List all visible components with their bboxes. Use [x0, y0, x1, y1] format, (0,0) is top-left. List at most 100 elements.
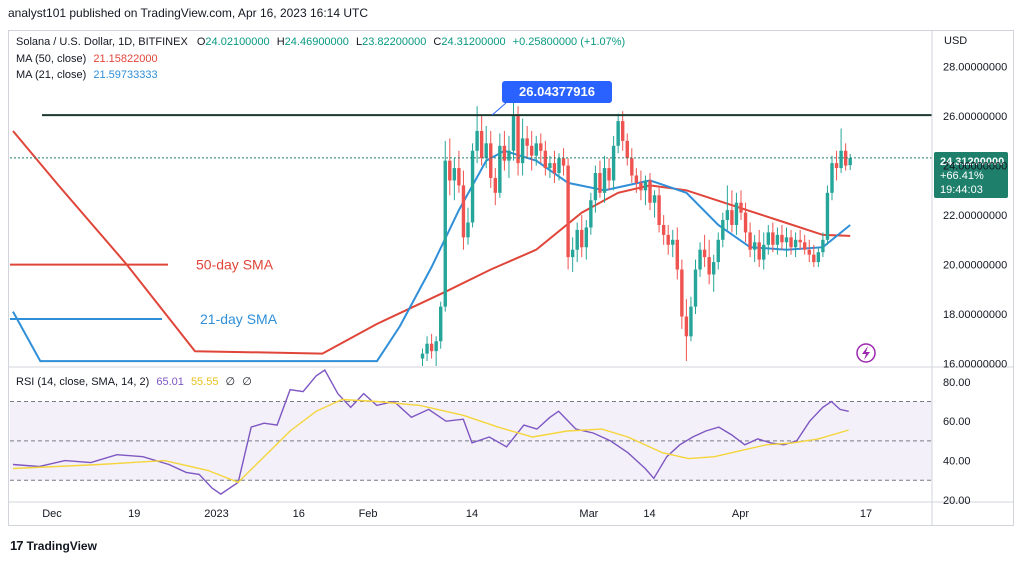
- candle-body: [520, 138, 525, 164]
- candle-body: [657, 195, 661, 225]
- time-tick-label: 14: [466, 508, 478, 520]
- candle-body: [843, 150, 848, 166]
- candle-body: [425, 343, 429, 354]
- tradingview-logo[interactable]: 17 TradingView: [10, 538, 97, 553]
- candle-body: [707, 257, 711, 275]
- candle-body: [420, 353, 425, 359]
- low-label: L: [355, 36, 363, 48]
- rsi-legend: RSI (14, close, SMA, 14, 2) 65.01 55.55 …: [16, 375, 252, 388]
- time-tick-label: 17: [860, 508, 872, 520]
- annotation-layer: 26.04377916 50-day SMA 21-day SMA 24.312000…: [10, 81, 1008, 363]
- candle-body: [702, 249, 707, 258]
- candle-body: [698, 249, 702, 270]
- time-tick-label: 19: [128, 508, 140, 520]
- price-tick-label: 22.00000000: [943, 210, 1007, 222]
- symbol-legend: Solana / U.S. Dollar, 1D, BITFINEX O24.0…: [16, 36, 625, 48]
- ma50-value: 21.15822000: [93, 53, 158, 65]
- ma50-legend: MA (50, close) 21.15822000: [16, 53, 158, 65]
- candle-body: [848, 157, 852, 166]
- time-tick-label: Feb: [359, 508, 378, 520]
- candle-body: [730, 210, 734, 225]
- candle-body: [548, 163, 552, 169]
- price-tick-label: 18.00000000: [943, 309, 1007, 321]
- candle-body: [771, 232, 775, 245]
- candle-body: [825, 192, 830, 240]
- candle-body: [429, 343, 434, 352]
- close-value: 24.31200000: [441, 36, 506, 48]
- callout-text: 26.04377916: [519, 84, 595, 99]
- candle-body: [793, 239, 798, 248]
- candle-body: [798, 239, 802, 243]
- candle-body: [475, 130, 479, 151]
- sma50-text: 50-day SMA: [196, 257, 274, 273]
- currency-label: USD: [944, 35, 967, 47]
- candle-body: [443, 160, 447, 307]
- price-tick-label: 16.00000000: [943, 359, 1007, 371]
- candle-body: [625, 140, 629, 159]
- high-value: 24.46900000: [284, 36, 349, 48]
- time-tick-label: Apr: [732, 508, 749, 520]
- candle-body: [561, 158, 566, 166]
- candle-body: [584, 227, 588, 248]
- ma50-label: MA (50, close): [16, 53, 87, 65]
- candle-body: [757, 242, 761, 260]
- rsi-extra-1: ∅: [225, 376, 236, 388]
- rsi-tick-label: 40.00: [943, 456, 971, 468]
- candle-body: [816, 252, 821, 263]
- candle-body: [661, 224, 666, 235]
- candle-body: [530, 145, 534, 156]
- rsi-label: RSI (14, close, SMA, 14, 2): [16, 376, 150, 388]
- price-tick-label: 26.00000000: [943, 111, 1007, 123]
- candle-body: [821, 239, 825, 253]
- candle-body: [479, 130, 484, 159]
- open-label: O: [196, 36, 206, 48]
- rsi-sma-line: [12, 398, 849, 484]
- candle-body: [566, 165, 570, 258]
- candle-body: [634, 175, 639, 183]
- candle-body: [575, 229, 579, 250]
- candle-body: [803, 242, 807, 250]
- candle-body: [434, 341, 438, 352]
- low-value: 23.82200000: [362, 36, 427, 48]
- candle-body: [725, 210, 730, 221]
- candle-body: [752, 242, 757, 250]
- ma21-label: MA (21, close): [16, 69, 87, 81]
- candle-body: [461, 185, 466, 238]
- tradingview-mark-icon: 17: [10, 538, 24, 553]
- callout-leader: [491, 102, 507, 116]
- candle-body: [498, 145, 502, 193]
- ma21-legend: MA (21, close) 21.59733333: [16, 69, 158, 81]
- candle-body: [639, 182, 643, 191]
- candle-body: [611, 145, 616, 181]
- candle-body: [470, 150, 475, 223]
- candle-body: [684, 316, 689, 337]
- candle-body: [807, 249, 811, 255]
- price-badge-change: +66.41%: [940, 170, 984, 182]
- candle-body: [616, 121, 620, 146]
- rsi-sma-value: 55.55: [190, 376, 219, 388]
- candle-body: [766, 232, 770, 245]
- price-badge: [934, 152, 1008, 198]
- rsi-rsi-line: [12, 368, 849, 495]
- symbol-name: Solana / U.S. Dollar, 1D, BITFINEX: [16, 36, 188, 48]
- candle-body: [466, 222, 470, 238]
- time-tick-label: Mar: [579, 508, 598, 520]
- callout-box: [502, 81, 612, 103]
- rsi-extra-2: ∅: [242, 376, 252, 388]
- price-badge-countdown: 19:44:03: [940, 184, 983, 196]
- candle-body: [780, 234, 784, 243]
- candle-body: [580, 229, 584, 248]
- change-value: +0.25800000 (+1.07%): [512, 36, 626, 48]
- candle-body: [834, 163, 839, 169]
- candle-body: [671, 239, 675, 245]
- candle-body: [775, 234, 780, 245]
- candle-body: [784, 237, 789, 243]
- rsi-tick-label: 80.00: [943, 377, 971, 389]
- candle-body: [830, 163, 834, 193]
- publisher-line: analyst101 published on TradingView.com,…: [8, 6, 369, 20]
- time-tick-label: 2023: [204, 508, 228, 520]
- candle-body: [452, 168, 457, 181]
- candle-body: [666, 234, 670, 245]
- candle-body: [789, 237, 793, 248]
